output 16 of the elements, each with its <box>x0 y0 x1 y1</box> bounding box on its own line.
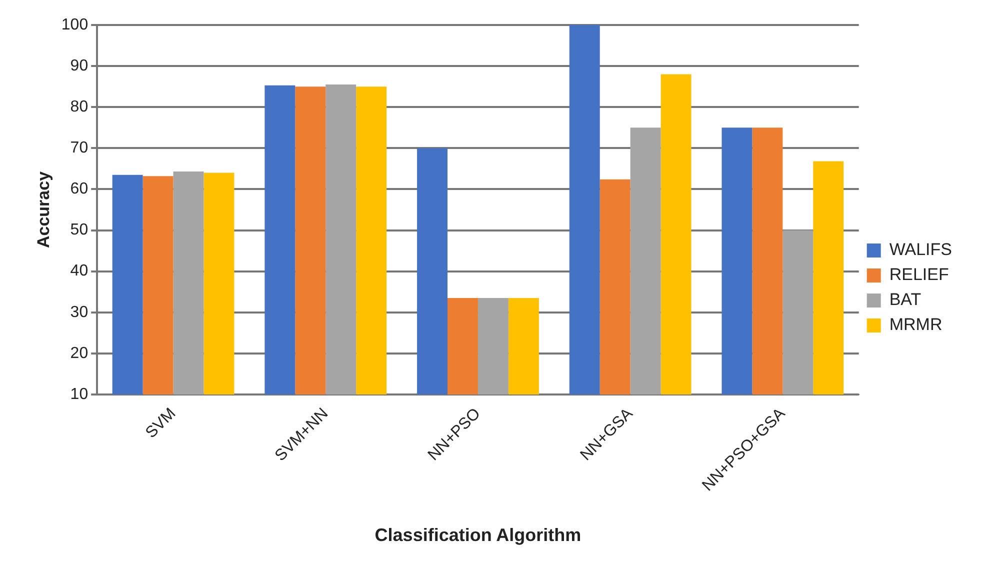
y-tick-label: 10 <box>70 386 88 403</box>
legend-label: RELIEF <box>889 265 949 284</box>
y-tick-label: 40 <box>70 262 88 280</box>
legend-label: WALIFS <box>889 240 952 260</box>
x-axis-title: Classification Algorithm <box>374 525 582 546</box>
y-tick-label: 60 <box>70 180 88 198</box>
y-tick-label: 80 <box>70 98 88 116</box>
y-tick-label: 100 <box>61 16 88 34</box>
y-tick-label: 90 <box>70 57 88 74</box>
y-axis-title: Accuracy <box>34 170 53 248</box>
y-tick-label: 30 <box>70 304 88 321</box>
legend-label: MRMR <box>889 315 942 334</box>
y-tick-label: 20 <box>70 344 88 362</box>
legend-label: BAT <box>889 290 922 310</box>
y-tick-label: 70 <box>70 140 88 157</box>
y-tick-label: 50 <box>70 222 88 239</box>
